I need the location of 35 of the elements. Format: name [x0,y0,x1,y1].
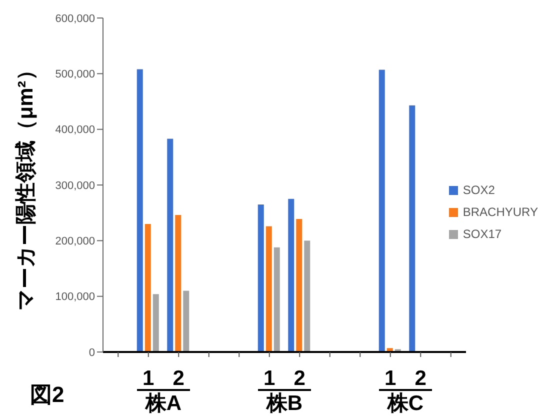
bar [296,218,302,352]
bar [274,247,280,352]
y-tick-label: 600,000 [55,12,95,25]
legend-label: SOX2 [462,183,495,197]
bar [136,69,143,352]
x-tick-label: 2 [414,367,426,390]
caption: 図2 [30,382,64,408]
bar [409,105,416,352]
bar [288,198,294,352]
bar [258,204,264,352]
bar [266,226,272,352]
bar [175,215,182,352]
bar [304,240,310,352]
text: 株B [265,392,304,416]
y-tick-label: 400,000 [55,124,95,136]
legend-label: BRACHYURY [462,205,538,219]
text: 株A [144,392,183,416]
x-tick-label: 1 [264,367,276,390]
bar [183,290,190,352]
y-tick-label: 100,000 [55,291,95,304]
y-tick-label: 0 [88,346,95,359]
bar [152,294,159,352]
y-tick-label: 500,000 [55,68,95,81]
y-tick-label: 300,000 [55,180,95,192]
bar [167,138,174,352]
text: 株C [386,392,425,416]
x-tick-label: 2 [294,367,306,390]
y-tick-label: 200,000 [55,236,95,248]
x-tick-label: 1 [142,367,155,390]
y-axis-title: マーカー陽性領域（μm²） [14,60,38,310]
x-tick-label: 2 [172,367,184,390]
bar [378,70,385,352]
legend-label: SOX17 [462,227,502,241]
x-tick-label: 1 [384,367,397,390]
bar [144,224,151,352]
